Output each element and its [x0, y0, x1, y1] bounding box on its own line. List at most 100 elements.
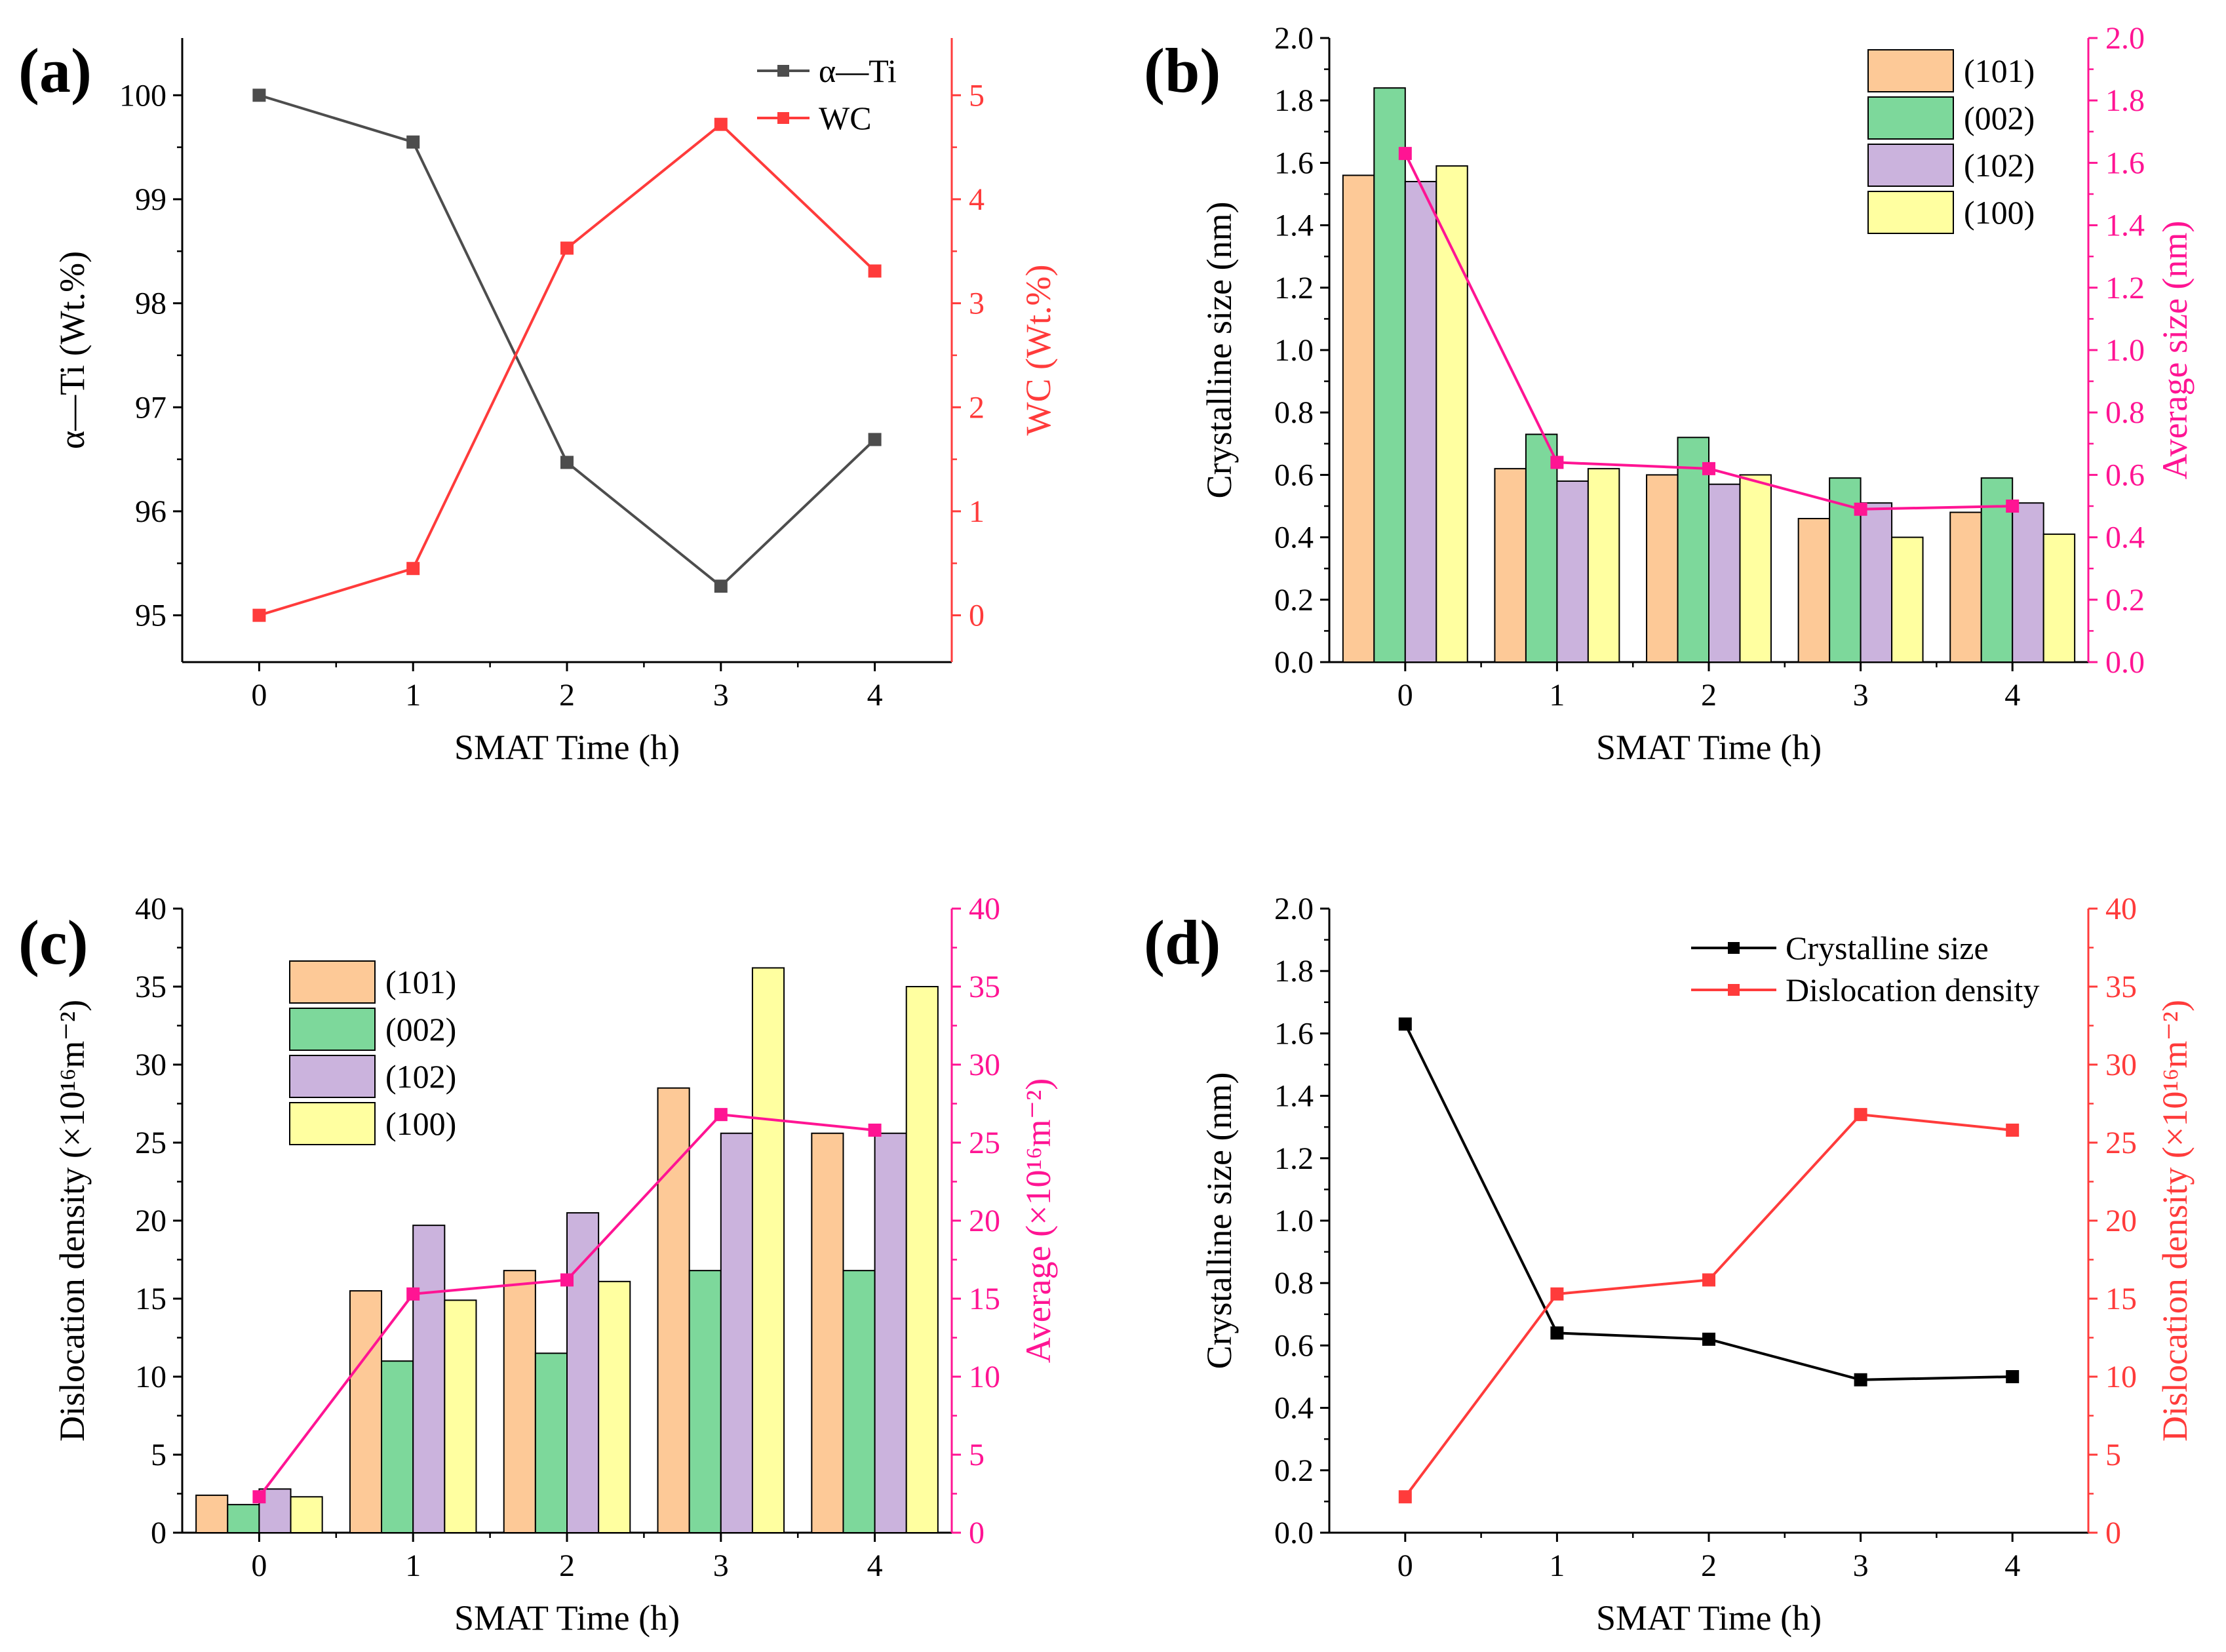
legend-label: WC: [819, 100, 872, 136]
y-axis-title: Dislocation density (×10¹⁶m⁻²): [52, 1000, 92, 1442]
y-right-tick-label: 0.2: [2105, 583, 2145, 618]
y-right-tick-label: 40: [2105, 892, 2137, 926]
y-tick-label: 96: [135, 494, 166, 529]
legend-label: (100): [385, 1105, 456, 1142]
bar-100-t3: [1891, 536, 1924, 663]
x-tick-label: 1: [405, 678, 421, 713]
y-right-tick-label: 5: [969, 1438, 985, 1472]
y-right-axis-title: WC (Wt.%): [1019, 265, 1058, 436]
series-point-1: [868, 264, 882, 278]
series-line-1: [1404, 1113, 2013, 1498]
y-tick-label: 5: [151, 1438, 166, 1472]
y-right-tick-label: 15: [969, 1282, 1000, 1316]
average-point: [1550, 456, 1564, 469]
y-tick-label: 0.4: [1274, 521, 1314, 555]
series-point-1: [560, 241, 574, 255]
y-tick-label: 2.0: [1274, 892, 1314, 926]
y-tick-label: 0.6: [1274, 1328, 1314, 1363]
panel-label: (b): [1144, 35, 1220, 106]
y-right-tick-label: 1: [969, 494, 985, 529]
y-tick-label: 0.8: [1274, 395, 1314, 430]
series-line-0: [1404, 1023, 2013, 1381]
legend-label: Crystalline size: [1786, 930, 1989, 966]
bar-101-t3: [657, 1087, 690, 1533]
y-right-tick-label: 3: [969, 286, 985, 321]
bar-100-t4: [905, 986, 939, 1533]
legend-swatch: [289, 1102, 376, 1145]
panel-c: (c) 0 5 10 15 20 25 30 35 40 0 5 10 15 20 25 30 35 40 0 1 2 3 4…: [18, 892, 1058, 1638]
legend-swatch: [1867, 191, 1954, 234]
y-axis-title: Crystalline size (nm): [1200, 1072, 1239, 1369]
bar-101-t0: [195, 1494, 229, 1533]
series-point-1: [1398, 1490, 1412, 1504]
y-tick-label: 0.6: [1274, 458, 1314, 492]
y-right-tick-label: 5: [969, 78, 985, 113]
bar-100-t4: [2042, 533, 2076, 663]
x-tick-label: 3: [713, 1548, 729, 1583]
y-right-axis-title: Average size (nm): [2155, 221, 2195, 480]
y-tick-label: 20: [135, 1204, 166, 1238]
series-point-1: [1854, 1108, 1867, 1122]
y-tick-label: 1.6: [1274, 146, 1314, 180]
y-right-tick-label: 10: [2105, 1360, 2137, 1394]
series-point-1: [1702, 1273, 1715, 1287]
x-tick-label: 4: [2004, 678, 2020, 713]
y-tick-label: 97: [135, 390, 166, 425]
y-tick-label: 1.0: [1274, 1204, 1314, 1238]
x-tick-label: 1: [1549, 1548, 1565, 1583]
bar-002-t3: [688, 1270, 722, 1534]
x-tick-label: 2: [1701, 678, 1717, 713]
bar-002-t2: [534, 1352, 568, 1534]
y-tick-label: 40: [135, 892, 166, 926]
y-tick-label: 1.8: [1274, 83, 1314, 118]
average-point: [868, 1123, 882, 1137]
bar-002-t4: [842, 1270, 876, 1534]
bar-002-t1: [381, 1360, 414, 1533]
series-point-1: [1550, 1287, 1564, 1301]
y-right-tick-label: 20: [969, 1204, 1000, 1238]
bar-102-t4: [2012, 502, 2044, 663]
legend-label: (102): [385, 1058, 456, 1095]
legend-label: α—Ti: [819, 52, 897, 89]
legend-label: (101): [1964, 52, 2035, 89]
y-right-tick-label: 0.4: [2105, 521, 2145, 555]
y-tick-label: 25: [135, 1126, 166, 1160]
series-point-0: [1550, 1326, 1564, 1340]
bar-101-t1: [349, 1290, 383, 1533]
bar-100-t2: [598, 1280, 631, 1533]
bar-102-t0: [1404, 180, 1437, 663]
y-tick-label: 15: [135, 1282, 166, 1316]
legend-swatch: [289, 1008, 376, 1051]
y-right-axis-title: Average (×10¹⁶m⁻²): [1019, 1078, 1058, 1364]
y-tick-label: 10: [135, 1360, 166, 1394]
y-tick-label: 98: [135, 286, 166, 321]
y-tick-label: 0.2: [1274, 1453, 1314, 1488]
legend-label: Dislocation density: [1786, 972, 2039, 1008]
legend-label: (102): [1964, 147, 2035, 184]
average-point: [714, 1108, 728, 1122]
legend-marker: [1728, 984, 1740, 996]
y-right-tick-label: 0: [2105, 1516, 2121, 1550]
y-tick-label: 0: [151, 1516, 166, 1550]
x-tick-label: 0: [1397, 678, 1413, 713]
legend-swatch: [289, 1055, 376, 1098]
x-tick-label: 1: [1549, 678, 1565, 713]
y-right-tick-label: 2: [969, 390, 985, 425]
legend-label: (100): [1964, 194, 2035, 231]
panel-label: (c): [18, 907, 88, 977]
y-tick-label: 0.0: [1274, 1516, 1314, 1550]
y-axis-title: α—Ti (Wt.%): [52, 251, 92, 449]
bar-101-t1: [1494, 467, 1527, 663]
y-tick-label: 1.0: [1274, 333, 1314, 368]
y-right-tick-label: 0.0: [2105, 645, 2145, 680]
bar-102-t1: [1556, 480, 1589, 663]
x-tick-label: 0: [251, 1548, 267, 1583]
legend-swatch: [1867, 144, 1954, 187]
series-point-1: [406, 562, 420, 576]
x-tick-label: 4: [867, 1548, 883, 1583]
x-axis-title: SMAT Time (h): [1596, 1598, 1822, 1638]
y-tick-label: 2.0: [1274, 21, 1314, 56]
bar-102-t3: [1860, 502, 1893, 663]
y-right-tick-label: 0: [969, 1516, 985, 1550]
y-tick-label: 1.2: [1274, 1141, 1314, 1176]
